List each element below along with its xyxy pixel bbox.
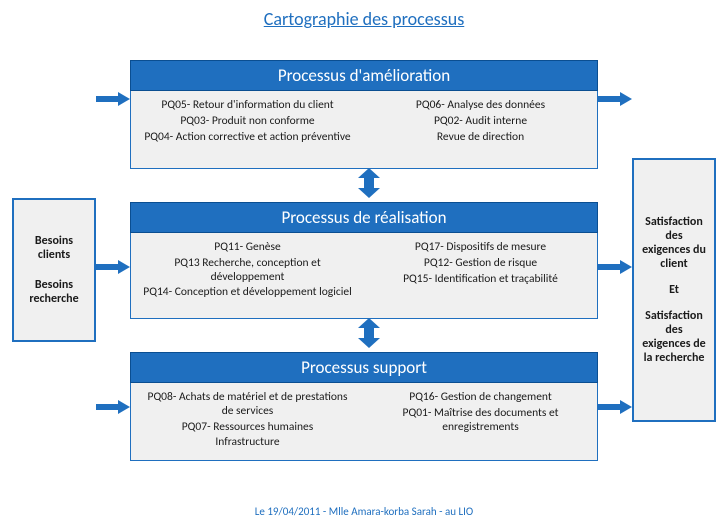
- process-item: PQ04- Action corrective et action préven…: [141, 131, 354, 145]
- process-block: Processus d'améliorationPQ05- Retour d'i…: [130, 60, 598, 169]
- process-item: PQ06- Analyse des données: [374, 99, 587, 113]
- process-item: PQ08- Achats de matériel et de prestatio…: [141, 391, 354, 419]
- process-item: PQ03- Produit non conforme: [141, 115, 354, 129]
- process-item: PQ12- Gestion de risque: [374, 257, 587, 271]
- footer-text: Le 19/04/2011 - Mlle Amara-korba Sarah -…: [0, 505, 728, 518]
- right-arrow-icon: [96, 400, 130, 414]
- updown-arrow-icon: [358, 318, 380, 348]
- updown-arrow-icon: [358, 168, 380, 198]
- right-outputs-box: Satisfaction des exigences du client Et Sa…: [634, 160, 714, 420]
- right-arrow-icon: [96, 260, 130, 274]
- process-item: Revue de direction: [374, 131, 587, 145]
- right-arrow-icon: [598, 260, 632, 274]
- right-box-line: Satisfaction des exigences de la recherc…: [640, 309, 708, 365]
- process-item: PQ07- Ressources humaines: [141, 421, 354, 435]
- process-right-col: PQ17- Dispositifs de mesure PQ12- Gestion…: [364, 233, 597, 318]
- page-title: Cartographie des processus: [0, 0, 728, 30]
- diagram-container: Besoins clients Besoins recherche Satisfa…: [0, 50, 728, 490]
- process-right-col: PQ06- Analyse des données PQ02- Audit int…: [364, 91, 597, 168]
- process-body: PQ05- Retour d'information du client PQ03…: [130, 91, 598, 169]
- process-body: PQ11- Genèse PQ13 Recherche, conception e…: [130, 233, 598, 319]
- right-box-line: Et: [640, 283, 708, 297]
- process-item: PQ02- Audit interne: [374, 115, 587, 129]
- process-item: PQ05- Retour d'information du client: [141, 99, 354, 113]
- left-box-line: Besoins recherche: [20, 278, 88, 306]
- right-box-line: Satisfaction des exigences du client: [640, 215, 708, 271]
- left-inputs-box: Besoins clients Besoins recherche: [14, 200, 94, 340]
- process-block: Processus de réalisation PQ11- Genèse PQ13…: [130, 202, 598, 319]
- page-subtitle: Processus d'amélioration: [0, 32, 728, 49]
- process-left-col: PQ11- Genèse PQ13 Recherche, conception e…: [131, 233, 364, 318]
- process-item: PQ14- Conception et développement logici…: [141, 286, 354, 300]
- process-item: PQ16- Gestion de changement: [374, 391, 587, 405]
- process-block: Processus support PQ08- Achats de matérie…: [130, 352, 598, 461]
- process-item: PQ17- Dispositifs de mesure: [374, 241, 587, 255]
- right-arrow-icon: [96, 92, 130, 106]
- process-body: PQ08- Achats de matériel et de prestatio…: [130, 383, 598, 461]
- right-arrow-icon: [598, 400, 632, 414]
- process-item: PQ15- Identification et traçabilité: [374, 273, 587, 287]
- process-item: PQ13 Recherche, conception et développem…: [141, 257, 354, 285]
- process-item: PQ01- Maîtrise des documents et enregist…: [374, 407, 587, 435]
- process-item: PQ11- Genèse: [141, 241, 354, 255]
- process-header: Processus de réalisation: [130, 202, 598, 233]
- left-box-line: Besoins clients: [20, 234, 88, 262]
- process-item: Infrastructure: [141, 436, 354, 450]
- process-left-col: PQ08- Achats de matériel et de prestatio…: [131, 383, 364, 460]
- process-left-col: PQ05- Retour d'information du client PQ03…: [131, 91, 364, 168]
- right-arrow-icon: [598, 92, 632, 106]
- process-header: Processus support: [130, 352, 598, 383]
- process-header: Processus d'amélioration: [130, 60, 598, 91]
- process-right-col: PQ16- Gestion de changement PQ01- Maîtris…: [364, 383, 597, 460]
